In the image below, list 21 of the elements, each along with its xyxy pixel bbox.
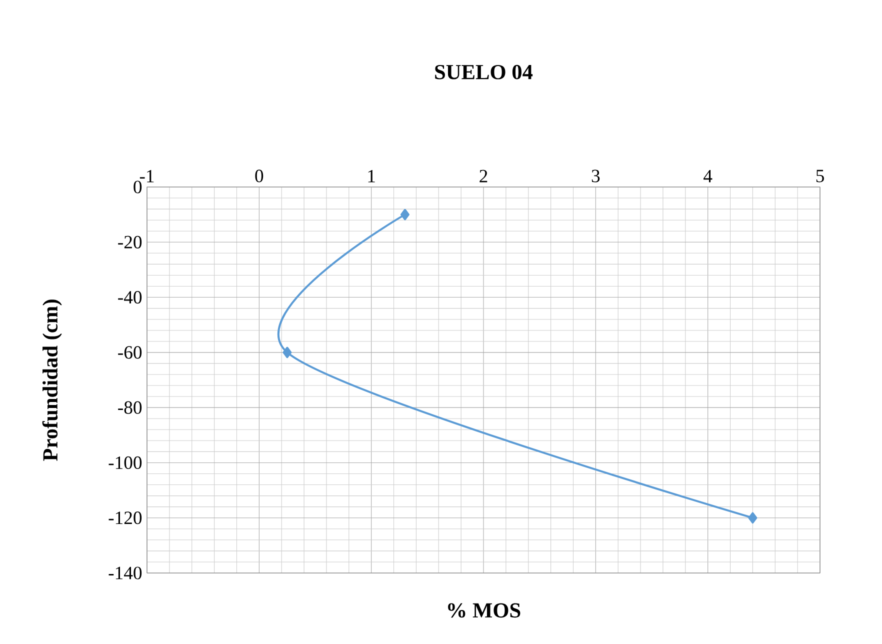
y-tick-label: -120 [108,512,142,524]
point [748,512,758,524]
point [400,208,410,220]
y-tick-label: -60 [118,346,142,359]
x-tick-label: 4 [704,170,712,182]
x-tick-label: 3 [592,170,600,182]
y-tick-label: 0 [134,180,142,194]
x-tick-label: 5 [816,170,824,182]
chart-title: SUELO 04 [435,64,533,80]
x-axis-title: % MOS [448,603,520,618]
x-tick-label: 2 [480,170,488,182]
point [282,346,292,358]
y-tick-label: -20 [118,236,142,248]
x-tick-label: 0 [255,170,264,182]
y-tick-label: -140 [108,566,142,580]
y-tick-label: -40 [118,290,142,304]
x-tick-label: -1 [140,170,154,182]
x-tick-label: 1 [368,170,375,182]
y-tick-label: -100 [108,456,142,470]
y-tick-label: -80 [118,401,142,414]
y-axis-title: Profundidad (cm) [42,300,62,461]
